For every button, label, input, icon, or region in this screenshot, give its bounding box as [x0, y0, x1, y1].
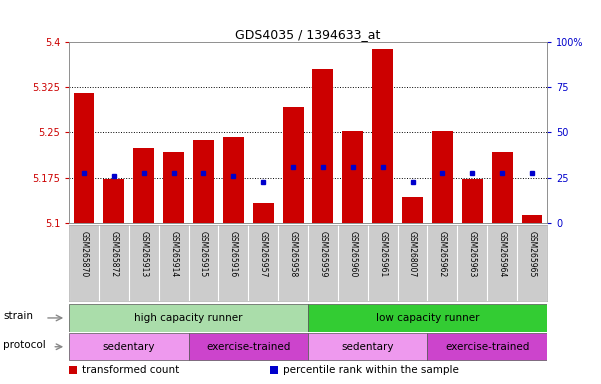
- Text: exercise-trained: exercise-trained: [206, 341, 290, 352]
- Text: GSM265872: GSM265872: [109, 231, 118, 277]
- Bar: [402, 197, 423, 223]
- Bar: [69, 304, 308, 331]
- Bar: [189, 333, 308, 360]
- Text: GSM265962: GSM265962: [438, 231, 447, 277]
- Bar: [223, 137, 244, 223]
- Bar: [308, 333, 427, 360]
- Bar: [163, 152, 184, 223]
- Text: protocol: protocol: [3, 340, 46, 350]
- Text: low capacity runner: low capacity runner: [376, 313, 479, 323]
- Bar: [313, 69, 334, 223]
- Bar: [103, 179, 124, 223]
- Text: GSM265960: GSM265960: [349, 231, 358, 277]
- Text: GSM268007: GSM268007: [408, 231, 417, 277]
- Text: sedentary: sedentary: [103, 341, 155, 352]
- Text: GSM265958: GSM265958: [288, 231, 297, 277]
- Bar: [462, 179, 483, 223]
- Text: GSM265957: GSM265957: [258, 231, 267, 277]
- Text: GSM265964: GSM265964: [498, 231, 507, 277]
- Text: exercise-trained: exercise-trained: [445, 341, 529, 352]
- Bar: [73, 93, 94, 223]
- Text: GSM265915: GSM265915: [199, 231, 208, 277]
- Text: GSM265916: GSM265916: [229, 231, 238, 277]
- Text: percentile rank within the sample: percentile rank within the sample: [283, 365, 459, 375]
- Bar: [133, 147, 154, 223]
- Text: GSM265870: GSM265870: [79, 231, 88, 277]
- Bar: [522, 215, 543, 223]
- Bar: [427, 333, 547, 360]
- Bar: [193, 140, 214, 223]
- Text: transformed count: transformed count: [82, 365, 179, 375]
- Title: GDS4035 / 1394633_at: GDS4035 / 1394633_at: [236, 28, 380, 41]
- Text: GSM265913: GSM265913: [139, 231, 148, 277]
- Bar: [432, 131, 453, 223]
- Bar: [253, 203, 273, 223]
- Text: GSM265959: GSM265959: [319, 231, 328, 277]
- Text: GSM265961: GSM265961: [378, 231, 387, 277]
- Text: GSM265963: GSM265963: [468, 231, 477, 277]
- Bar: [69, 333, 189, 360]
- Text: strain: strain: [3, 311, 33, 321]
- Bar: [343, 131, 363, 223]
- Bar: [282, 107, 304, 223]
- Text: sedentary: sedentary: [341, 341, 394, 352]
- Bar: [308, 304, 547, 331]
- Text: high capacity runner: high capacity runner: [134, 313, 243, 323]
- Text: GSM265965: GSM265965: [528, 231, 537, 277]
- Text: GSM265914: GSM265914: [169, 231, 178, 277]
- Bar: [372, 50, 393, 223]
- Bar: [492, 152, 513, 223]
